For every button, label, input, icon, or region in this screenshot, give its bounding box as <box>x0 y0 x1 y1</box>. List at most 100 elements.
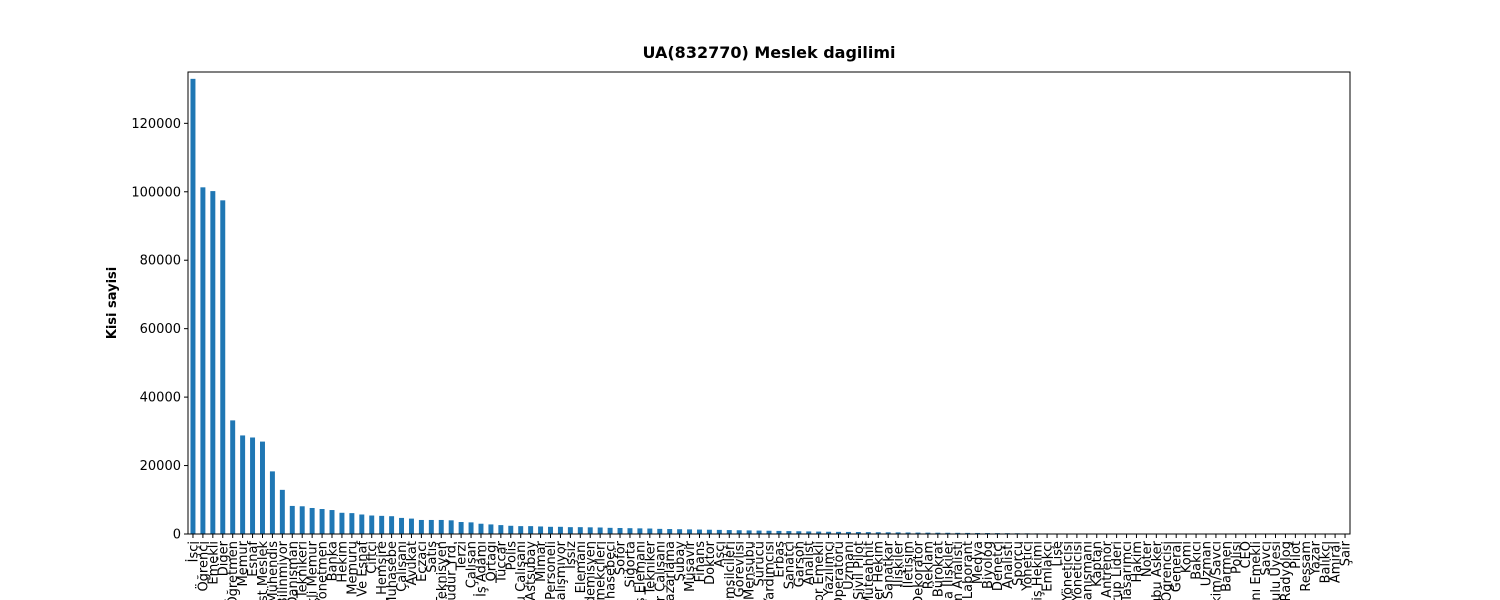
bar <box>240 435 246 534</box>
x-tick-label: Sürücü <box>753 541 768 586</box>
x-tick-label: Emekli Memur <box>306 540 321 600</box>
bar <box>478 523 484 534</box>
bar <box>696 529 702 534</box>
x-tick-label: Sanatçı <box>782 541 797 589</box>
y-tick-label: 20000 <box>140 459 181 474</box>
bar <box>776 530 782 534</box>
x-tick-label: Tasarımcı <box>1120 541 1135 600</box>
x-tick-label: Memuru <box>345 541 360 595</box>
x-tick-label: Noter <box>1140 540 1155 577</box>
x-tick-label: Sigorta <box>623 541 638 587</box>
bar <box>557 526 563 534</box>
bar <box>220 200 226 535</box>
y-tick-label: 0 <box>173 528 181 543</box>
x-tick-label: Amiral <box>1329 541 1344 583</box>
x-tick-label: Mensubu <box>743 541 758 600</box>
bar <box>687 529 693 534</box>
x-tick-label: Danışman <box>286 541 301 600</box>
bar <box>567 527 573 534</box>
bar <box>418 519 424 534</box>
bar <box>250 437 256 534</box>
x-tick-label: Muhasebe <box>385 541 400 600</box>
bar <box>647 528 653 534</box>
bar <box>369 515 375 534</box>
bar <box>359 514 365 534</box>
bar <box>945 532 951 534</box>
x-tick-label: Genel Yöneticisi <box>1070 541 1085 600</box>
x-tick-label: Yardımcısı <box>763 541 778 600</box>
x-tick-label: Kamu Çalışanı <box>514 541 529 600</box>
bar <box>845 531 851 534</box>
x-tick-label: Bürokrat <box>931 541 946 597</box>
bar <box>548 526 553 534</box>
x-tick-label: Bilinmiyor <box>276 540 291 600</box>
bar <box>955 532 961 534</box>
x-tick-label: Çalışanı <box>395 541 410 592</box>
x-tick-label: Diş Hekimi <box>1031 541 1046 600</box>
x-tick-label: Yönetmen <box>316 541 331 600</box>
x-tick-label: Kurulu Üyesi <box>1267 541 1284 600</box>
bar <box>279 489 285 534</box>
x-tick-label: Emlakçı <box>1041 541 1056 592</box>
bar <box>736 530 742 534</box>
x-tick-label: Finans <box>693 541 708 583</box>
bar <box>319 509 325 534</box>
x-tick-label: Esnaf <box>246 541 261 577</box>
x-tick-label: Öğretmen <box>224 541 241 600</box>
x-tick-label: Grup Lideri <box>1110 541 1125 600</box>
x-tick-label: Özel Sektör Çalışanı <box>651 541 668 600</box>
x-tick-label: Balıkçı <box>1319 541 1334 583</box>
bar <box>230 420 236 534</box>
x-tick-label: Şoför <box>614 540 629 575</box>
bar <box>905 532 911 534</box>
x-tick-label: Aşçı <box>713 541 728 567</box>
x-tick-label: Doktor <box>703 540 718 585</box>
x-tick-label: Barmen <box>1219 541 1234 592</box>
bar <box>498 525 504 534</box>
x-tick-label: Uzmanı <box>842 541 857 590</box>
bar <box>528 526 534 534</box>
bar <box>408 518 414 534</box>
bar <box>975 532 981 534</box>
x-tick-label: Emekli <box>206 541 221 585</box>
bar <box>587 527 593 534</box>
bar <box>925 532 931 534</box>
x-tick-label: Ressam <box>1299 541 1314 592</box>
bar <box>677 529 683 534</box>
x-tick-label: Serbest Meslek <box>256 541 271 600</box>
bar <box>607 527 613 534</box>
y-tick-label: 120000 <box>131 117 181 132</box>
x-tick-label: Astsubay <box>524 541 539 600</box>
x-tick-label: Çalışan <box>465 541 480 588</box>
bar <box>289 505 295 534</box>
x-tick-label: Polisi <box>1229 541 1244 574</box>
y-tick-label: 100000 <box>131 185 181 200</box>
x-tick-label: Satış Elemanı <box>633 541 648 600</box>
x-tick-label: Elemanı <box>574 541 589 593</box>
bar <box>617 528 623 534</box>
x-tick-label: Tüccar <box>494 540 509 584</box>
x-tick-label: Operatörü <box>832 541 847 600</box>
bar <box>726 530 732 534</box>
x-tick-label: İletişim <box>901 541 917 588</box>
y-axis-label: Kisi sayisi <box>105 267 120 339</box>
x-tick-label: Teknisyen <box>435 541 450 600</box>
x-tick-label: Mensubu Asker <box>1150 540 1165 600</box>
x-tick-label: Laborant <box>961 541 976 599</box>
x-tick-label: Denetçi <box>991 541 1006 591</box>
x-tick-label: CEO <box>1239 541 1254 569</box>
x-tick-label: Medya <box>971 541 986 584</box>
x-tick-label: Yönetici <box>1021 541 1036 592</box>
bar <box>428 519 434 534</box>
x-tick-label: İşçi <box>185 541 201 562</box>
x-tick-label: Uzman <box>1199 541 1214 586</box>
bar <box>796 531 802 534</box>
bar <box>379 515 385 534</box>
bar <box>865 532 871 534</box>
x-tick-label: Sistem Analisti <box>951 541 966 600</box>
chart-title: UA(832770) Meslek dagilimi <box>642 43 895 62</box>
bar <box>438 519 444 534</box>
y-tick-label: 40000 <box>140 391 181 406</box>
bar <box>518 526 524 534</box>
